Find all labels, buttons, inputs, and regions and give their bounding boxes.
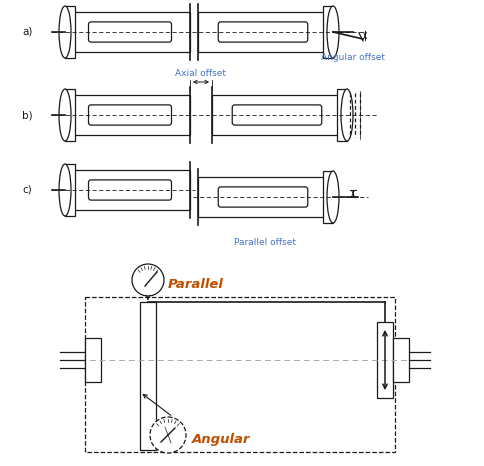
Text: Angular: Angular [192, 432, 250, 445]
Circle shape [150, 417, 186, 453]
FancyBboxPatch shape [88, 105, 171, 125]
Text: b): b) [22, 110, 32, 120]
Bar [65, 6, 75, 58]
Bar [197, 177, 327, 217]
Bar [197, 12, 327, 52]
Ellipse shape [326, 6, 338, 58]
Bar [392, 338, 408, 382]
FancyBboxPatch shape [232, 105, 321, 125]
Bar [70, 12, 190, 52]
Text: c): c) [22, 185, 31, 195]
FancyBboxPatch shape [218, 22, 307, 42]
Text: Axial offset: Axial offset [175, 69, 226, 78]
Text: Angular offset: Angular offset [320, 53, 384, 62]
Bar [376, 322, 392, 398]
Ellipse shape [59, 89, 71, 141]
Bar [140, 302, 156, 450]
FancyBboxPatch shape [88, 22, 171, 42]
Text: Parallel: Parallel [167, 279, 224, 292]
Ellipse shape [326, 171, 338, 223]
Bar [336, 89, 346, 141]
Text: a): a) [22, 27, 32, 37]
Bar [65, 89, 75, 141]
Bar [85, 338, 101, 382]
Circle shape [132, 264, 164, 296]
Text: Parallel offset: Parallel offset [233, 238, 295, 247]
FancyBboxPatch shape [88, 180, 171, 200]
Bar [322, 171, 333, 223]
Bar [212, 95, 341, 135]
Ellipse shape [340, 89, 352, 141]
Bar [85, 297, 394, 452]
Bar [70, 95, 190, 135]
Ellipse shape [59, 164, 71, 216]
Ellipse shape [59, 6, 71, 58]
Bar [65, 164, 75, 216]
FancyBboxPatch shape [218, 187, 307, 207]
Bar [322, 6, 333, 58]
Bar [70, 170, 190, 210]
